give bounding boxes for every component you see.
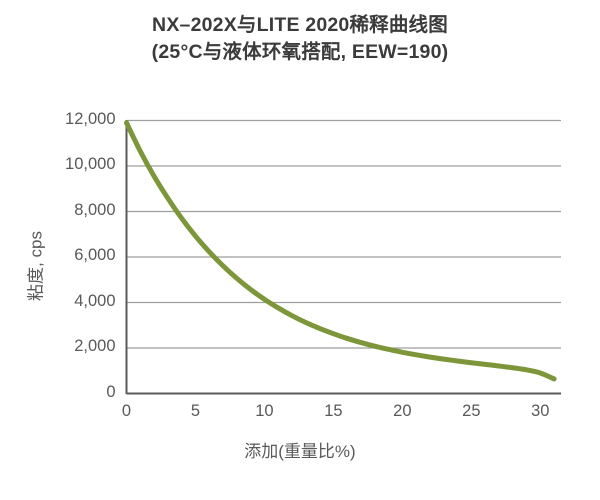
y-tick-label-6000: 6,000 [74, 246, 116, 264]
chart-title-line-2: (25°C与液体环氧搭配, EEW=190) [151, 41, 449, 63]
y-axis-title: 粘度, cps [21, 196, 47, 336]
chart-title-line-1: NX–202X与LITE 2020稀释曲线图 [152, 14, 448, 36]
y-tick-label-0: 0 [106, 382, 116, 401]
series-line-nx202x [124, 120, 557, 382]
x-tick-label-0: 0 [121, 401, 132, 420]
gridline-group [126, 119, 561, 395]
y-tick-label-8000: 8,000 [74, 200, 116, 219]
x-axis-title: 添加(重量比%) [244, 442, 356, 461]
x-tick-label-20: 20 [393, 401, 412, 420]
y-tick-label-10000: 10,000 [65, 155, 116, 173]
y-tick-label-12000: 12,000 [65, 109, 116, 128]
x-tick-label-25: 25 [462, 401, 481, 420]
y-axis-title-text: 粘度, cps [26, 231, 46, 301]
chart-title: NX–202X与LITE 2020稀释曲线图 (25°C与液体环氧搭配, EEW… [0, 12, 600, 66]
x-tick-label-5: 5 [190, 401, 201, 420]
y-tick-label-4000: 4,000 [74, 291, 116, 310]
x-tick-label-10: 10 [255, 401, 274, 420]
x-tick-label-30: 30 [531, 401, 550, 420]
x-tick-label-15: 15 [324, 401, 343, 420]
y-tick-label-2000: 2,000 [74, 337, 116, 355]
